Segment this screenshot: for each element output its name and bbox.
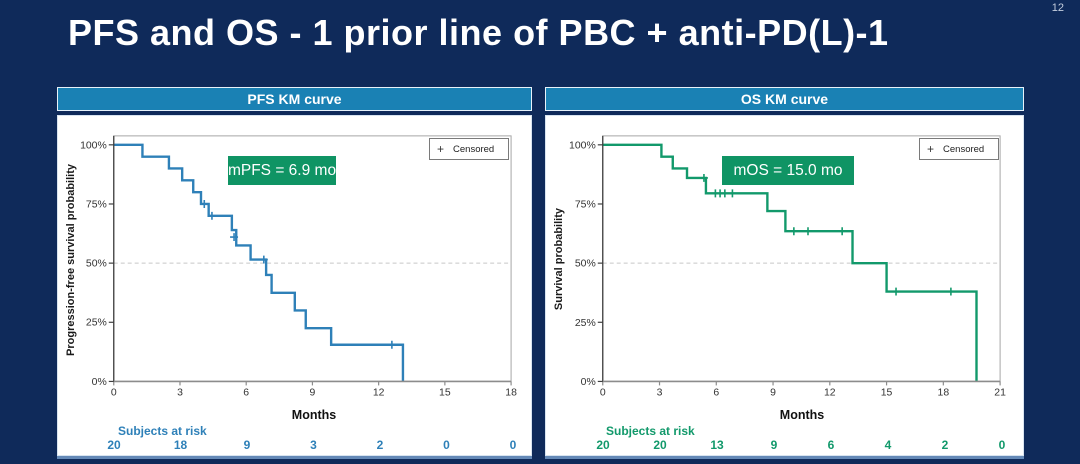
pfs-km-curve: [113, 143, 405, 382]
page-number: 12: [1051, 2, 1064, 14]
pfs-censor-marks: [200, 200, 396, 349]
risk-count: 0: [509, 438, 517, 452]
risk-count: 4: [884, 438, 892, 452]
svg-text:25%: 25%: [86, 318, 107, 329]
risk-count: 2: [376, 438, 384, 452]
risk-count: 20: [653, 438, 667, 452]
os-censor-marks: [699, 173, 955, 296]
os-median-annotation: mOS = 15.0 mo: [722, 156, 854, 185]
svg-text:9: 9: [310, 387, 316, 398]
os-x-axis-label: Months: [779, 408, 825, 422]
censored-plus-icon: +: [437, 142, 445, 156]
svg-text:50%: 50%: [575, 259, 596, 270]
svg-text:21: 21: [994, 387, 1006, 398]
svg-text:0: 0: [600, 387, 606, 398]
y-tick-labels: 0% 25% 50% 75% 100%: [80, 140, 114, 388]
pfs-risk-row: 20 18 9 3 2 0 0: [58, 438, 531, 454]
risk-count: 20: [596, 438, 610, 452]
svg-text:75%: 75%: [86, 199, 107, 210]
os-panel-header: OS KM curve: [545, 87, 1024, 111]
pfs-median-annotation: mPFS = 6.9 mo: [228, 156, 336, 185]
svg-text:0%: 0%: [92, 377, 107, 388]
slide-title: PFS and OS - 1 prior line of PBC + anti-…: [68, 12, 889, 53]
svg-text:18: 18: [505, 387, 517, 398]
svg-text:6: 6: [713, 387, 719, 398]
pfs-chart-area: 0 3 6 9 12 15 18 0% 25% 50% 75% 100% Progression-fr…: [57, 115, 532, 456]
svg-text:75%: 75%: [575, 199, 596, 210]
pfs-panel-title: PFS KM curve: [247, 91, 342, 107]
x-tick-labels: 0 3 6 9 12 15 18 21: [600, 381, 1006, 398]
os-risk-label: Subjects at risk: [606, 424, 695, 438]
pfs-legend: + Censored: [429, 138, 509, 160]
os-km-plot: 0 3 6 9 12 15 18 21 0% 25% 50% 75% 100%: [569, 135, 1006, 398]
risk-count: 6: [827, 438, 835, 452]
pfs-panel-header: PFS KM curve: [57, 87, 532, 111]
x-tick-labels: 0 3 6 9 12 15 18: [111, 381, 517, 398]
censored-plus-icon: +: [927, 142, 935, 156]
os-chart-area: 0 3 6 9 12 15 18 21 0% 25% 50% 75% 100% Survival pro…: [545, 115, 1024, 456]
svg-text:18: 18: [938, 387, 950, 398]
svg-text:50%: 50%: [86, 259, 107, 270]
risk-count: 9: [243, 438, 251, 452]
risk-count: 2: [941, 438, 949, 452]
svg-text:3: 3: [657, 387, 663, 398]
pfs-km-plot: 0 3 6 9 12 15 18 0% 25% 50% 75% 100%: [80, 135, 517, 398]
risk-count: 13: [710, 438, 724, 452]
svg-text:0: 0: [111, 387, 117, 398]
os-panel: OS KM curve 0 3 6 9 12 15 18 21 0% 25% 50% 75% 100% …: [545, 87, 1024, 456]
risk-count: 18: [173, 438, 188, 452]
svg-text:25%: 25%: [575, 318, 596, 329]
os-km-curve: [602, 143, 978, 382]
svg-text:6: 6: [243, 387, 249, 398]
y-tick-labels: 0% 25% 50% 75% 100%: [569, 140, 603, 388]
os-y-axis-label: Survival probability: [548, 136, 570, 383]
svg-text:12: 12: [824, 387, 836, 398]
pfs-legend-label: Censored: [453, 143, 495, 155]
svg-text:15: 15: [439, 387, 451, 398]
os-panel-title: OS KM curve: [740, 91, 829, 107]
svg-text:100%: 100%: [569, 140, 596, 151]
risk-count: 0: [443, 438, 450, 452]
pfs-panel: PFS KM curve 0 3 6 9 12 15 18 0% 25% 50% 75% 100% P…: [57, 87, 532, 456]
pfs-risk-label: Subjects at risk: [118, 424, 207, 438]
os-y-axis-label-text: Survival probability: [553, 208, 565, 311]
pfs-y-axis-label-text: Progression-free survival probability: [65, 163, 77, 356]
os-legend-label: Censored: [943, 143, 985, 155]
svg-text:100%: 100%: [80, 140, 107, 151]
os-legend: + Censored: [919, 138, 999, 160]
risk-count: 9: [770, 438, 778, 452]
svg-text:3: 3: [177, 387, 183, 398]
svg-text:15: 15: [881, 387, 893, 398]
risk-count: 0: [998, 438, 1006, 452]
pfs-y-axis-label: Progression-free survival probability: [60, 136, 82, 383]
risk-count: 20: [107, 438, 121, 452]
svg-text:0%: 0%: [581, 377, 596, 388]
os-risk-row: 20 20 13 9 6 4 2 0: [546, 438, 1023, 454]
risk-count: 3: [310, 438, 317, 452]
svg-text:12: 12: [373, 387, 385, 398]
svg-text:9: 9: [770, 387, 776, 398]
pfs-x-axis-label: Months: [291, 408, 337, 422]
